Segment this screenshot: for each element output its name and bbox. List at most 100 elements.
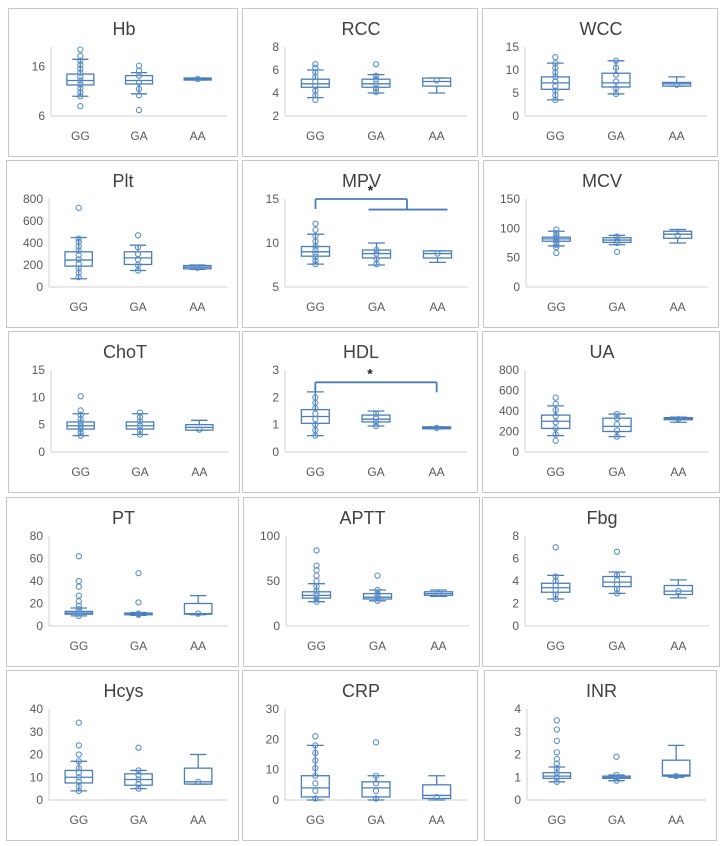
data-point — [135, 785, 142, 792]
y-tick-label: 15 — [266, 192, 280, 206]
data-point — [552, 412, 559, 420]
x-tick-label: GA — [607, 129, 624, 143]
data-point — [75, 260, 82, 268]
data-point — [435, 590, 442, 597]
data-point — [553, 229, 560, 237]
data-point — [77, 419, 84, 426]
chart-panel-wcc: WCC 0 5 10 15 GG GA AA — [482, 8, 718, 157]
data-point — [77, 61, 84, 68]
y-tick-label: 800 — [23, 192, 43, 206]
y-tick-label: 20 — [266, 732, 280, 746]
data-point — [75, 769, 82, 776]
box-body — [422, 784, 452, 800]
y-tick-label: 8 — [272, 40, 279, 54]
data-point — [613, 590, 621, 597]
data-point — [612, 78, 620, 85]
data-point — [194, 264, 201, 271]
chart-title: APTT — [339, 508, 385, 528]
data-point — [75, 273, 82, 281]
x-tick-label: GG — [306, 300, 325, 314]
data-point — [313, 587, 320, 595]
data-point — [135, 85, 143, 93]
data-point — [374, 590, 381, 597]
data-point — [675, 587, 682, 595]
box-aa — [663, 416, 694, 423]
data-point — [135, 767, 142, 774]
data-point — [195, 610, 202, 617]
y-tick-label: 60 — [30, 552, 44, 566]
x-tick-label: GA — [608, 300, 625, 314]
y-tick-label: 0 — [38, 445, 45, 459]
y-tick-label: 20 — [30, 597, 44, 611]
y-tick-label: 4 — [514, 702, 521, 716]
chart-panel-hdl: HDL 0 1 2 3 GG GA AA * — [242, 331, 478, 493]
data-point — [77, 81, 84, 88]
data-point — [312, 73, 319, 81]
data-point — [553, 778, 560, 785]
y-tick-label: 0 — [36, 619, 43, 633]
data-point — [75, 269, 82, 276]
y-tick-label: 2 — [512, 597, 519, 611]
data-point — [135, 92, 143, 99]
box-aa — [661, 744, 691, 778]
chart-panel-chot: ChoT 0 5 10 15 GG GA AA — [8, 331, 240, 493]
data-point — [77, 411, 84, 418]
y-tick-label: 100 — [260, 529, 280, 543]
data-point — [312, 749, 319, 757]
x-tick-label: GG — [69, 813, 88, 827]
x-tick-label: AA — [430, 639, 446, 653]
x-tick-label: GA — [369, 639, 386, 653]
box-aa — [663, 579, 694, 599]
data-point — [552, 394, 559, 401]
data-point — [75, 235, 82, 242]
chart-svg-wcc: WCC 0 5 10 15 GG GA AA — [506, 19, 707, 143]
data-point — [312, 96, 319, 104]
x-tick-label: AA — [189, 300, 205, 314]
significance-star: * — [368, 182, 374, 198]
chart-title: Fbg — [586, 508, 617, 528]
data-point — [372, 780, 380, 787]
data-point — [77, 77, 84, 84]
significance-bracket — [314, 381, 438, 393]
data-point — [433, 77, 440, 84]
data-point — [612, 64, 620, 71]
y-tick-label: 0 — [273, 619, 280, 633]
x-tick-label: GG — [547, 300, 566, 314]
y-tick-label: 0 — [512, 619, 519, 633]
box-body — [661, 759, 691, 777]
x-tick-label: GG — [71, 129, 90, 143]
data-point — [313, 562, 320, 569]
y-tick-label: 5 — [272, 280, 279, 294]
x-tick-label: AA — [670, 639, 686, 653]
y-tick-label: 0 — [272, 445, 279, 459]
data-point — [374, 597, 381, 604]
data-point — [313, 598, 320, 605]
chart-panel-pt: PT 0 20 40 60 80 GG GA AA — [6, 497, 239, 667]
y-tick-label: 0 — [36, 793, 43, 807]
data-point — [75, 583, 82, 590]
data-point — [552, 577, 559, 585]
data-point — [134, 244, 142, 251]
data-point — [136, 418, 144, 425]
data-point — [552, 431, 559, 438]
data-point — [75, 605, 82, 613]
data-point — [75, 610, 82, 617]
data-point — [372, 422, 380, 430]
data-point — [613, 548, 621, 555]
x-tick-label: GA — [608, 639, 625, 653]
data-point — [77, 102, 84, 110]
data-point — [135, 744, 142, 751]
chart-svg-hb: Hb 6 16 GG GA AA — [32, 19, 227, 143]
data-point — [75, 265, 82, 272]
box-gg — [540, 62, 570, 101]
data-point — [75, 577, 82, 585]
y-tick-label: 3 — [272, 363, 279, 377]
box-gg — [300, 391, 330, 437]
chart-svg-ua: UA 0 200 400 600 800 GG GA AA — [499, 342, 709, 479]
data-point — [312, 772, 319, 779]
data-point — [552, 586, 559, 594]
chart-svg-hdl: HDL 0 1 2 3 GG GA AA * — [272, 342, 467, 479]
x-tick-label: GG — [546, 639, 565, 653]
data-point — [552, 53, 559, 61]
data-point — [312, 250, 319, 257]
